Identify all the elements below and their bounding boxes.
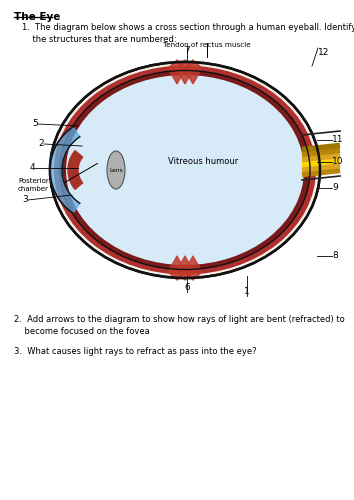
Text: 2: 2: [38, 140, 44, 148]
Ellipse shape: [60, 70, 310, 270]
Text: 7: 7: [184, 46, 190, 55]
Text: 12: 12: [318, 48, 329, 57]
Text: 6: 6: [184, 283, 190, 292]
Polygon shape: [176, 60, 194, 84]
Text: Lens: Lens: [109, 168, 123, 172]
Ellipse shape: [50, 62, 320, 278]
Text: 1.  The diagram below shows a cross section through a human eyeball. Identify ea: 1. The diagram below shows a cross secti…: [22, 23, 354, 44]
Polygon shape: [176, 256, 194, 280]
Text: 3: 3: [22, 196, 28, 204]
Ellipse shape: [107, 151, 125, 189]
Text: 2.  Add arrows to the diagram to show how rays of light are bent (refracted) to
: 2. Add arrows to the diagram to show how…: [14, 315, 345, 336]
Text: Posterior
chamber: Posterior chamber: [18, 178, 49, 192]
Text: Vitreous humour: Vitreous humour: [168, 158, 238, 166]
Text: 1: 1: [244, 287, 250, 296]
Ellipse shape: [54, 66, 316, 274]
Text: Tendon of rectus muscle: Tendon of rectus muscle: [163, 42, 251, 48]
Polygon shape: [168, 60, 186, 84]
Text: 8: 8: [332, 252, 338, 260]
Text: 3.  What causes light rays to refract as pass into the eye?: 3. What causes light rays to refract as …: [14, 347, 257, 356]
Text: 11: 11: [332, 136, 343, 144]
Polygon shape: [68, 150, 83, 190]
Text: 10: 10: [332, 158, 343, 166]
Text: 5: 5: [32, 120, 38, 128]
Polygon shape: [168, 256, 186, 280]
Polygon shape: [50, 127, 80, 213]
Polygon shape: [184, 256, 202, 280]
Polygon shape: [184, 60, 202, 84]
Text: The Eye: The Eye: [14, 12, 61, 22]
Ellipse shape: [66, 75, 304, 265]
Text: 4: 4: [29, 164, 35, 172]
Text: 9: 9: [332, 184, 338, 192]
